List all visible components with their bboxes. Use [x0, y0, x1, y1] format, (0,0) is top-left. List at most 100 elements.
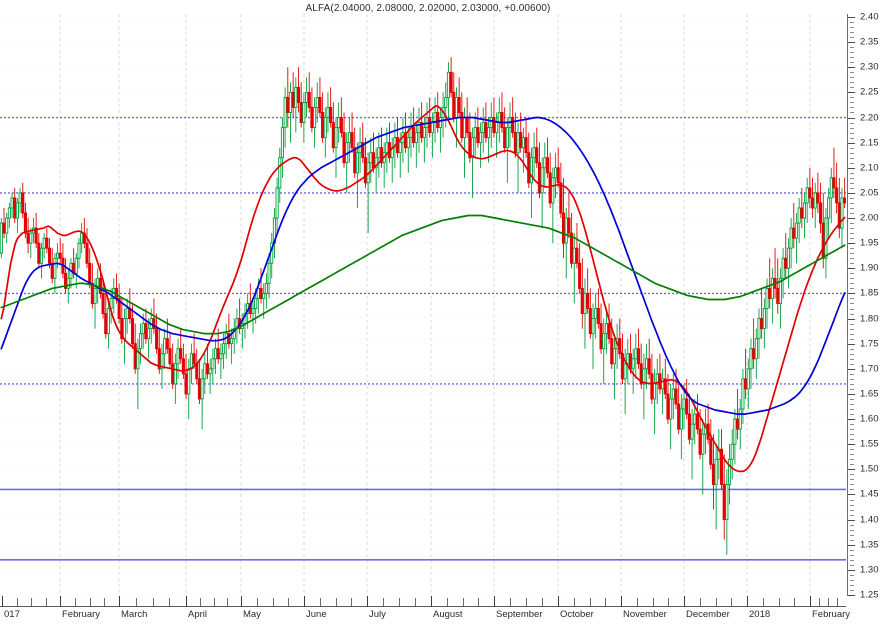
candle	[280, 127, 284, 159]
candle	[337, 117, 341, 129]
candle	[446, 71, 450, 98]
candlestick-plot-area[interactable]	[0, 14, 846, 596]
price-tick-mark	[848, 67, 855, 69]
time-tick-minor	[288, 598, 290, 606]
price-tick-minor	[850, 529, 854, 531]
candle	[283, 96, 287, 129]
candle	[602, 333, 606, 350]
candle	[329, 107, 333, 123]
price-tick-minor	[850, 202, 854, 204]
candle	[470, 137, 475, 159]
price-tick-minor	[850, 404, 854, 405]
price-tick-minor	[850, 97, 854, 99]
candle	[363, 157, 367, 184]
candle	[827, 197, 831, 219]
candle	[304, 91, 309, 103]
candle	[553, 167, 558, 179]
candle	[259, 287, 263, 299]
time-tick-minor	[819, 598, 820, 606]
time-tick-minor	[636, 598, 638, 606]
price-axis[interactable]: 2.40 2.35 2.30 2.25 2.20 2.15 2.10 2.05 2.00 1.95…	[846, 12, 892, 601]
candle	[213, 348, 218, 360]
candle	[511, 117, 515, 134]
candle	[90, 282, 94, 304]
candle	[417, 122, 421, 134]
candle	[436, 112, 440, 129]
price-tick-mark	[848, 368, 855, 370]
candle	[487, 127, 491, 139]
price-tick-label: 2.20	[860, 112, 879, 124]
price-tick-minor	[850, 429, 854, 431]
price-tick-minor	[850, 187, 854, 189]
price-tick-mark	[848, 444, 855, 446]
time-tick-mark	[621, 596, 622, 607]
price-tick-minor	[850, 554, 854, 556]
price-tick-minor	[850, 424, 854, 426]
candle	[262, 292, 266, 299]
candle	[516, 132, 520, 154]
price-tick-minor	[850, 373, 854, 375]
candle	[810, 197, 815, 209]
price-tick-minor	[850, 584, 854, 586]
candle	[275, 187, 279, 219]
time-tick-label: April	[188, 609, 208, 620]
price-tick-minor	[850, 439, 854, 441]
price-tick-minor	[850, 62, 854, 64]
time-tick-label: September	[496, 609, 543, 620]
price-tick-minor	[850, 127, 854, 129]
price-tick-minor	[850, 509, 854, 511]
candle	[7, 207, 11, 219]
price-tick-label: 2.05	[860, 187, 879, 199]
price-tick-mark	[848, 218, 855, 220]
candle	[34, 227, 38, 244]
candle	[591, 318, 595, 335]
candle	[15, 202, 19, 219]
candle	[428, 117, 432, 134]
candle	[160, 353, 164, 370]
price-tick-minor	[850, 52, 854, 54]
candle	[168, 348, 172, 365]
time-tick-minor	[446, 598, 448, 606]
candle	[318, 96, 322, 113]
time-tick-label: November	[623, 609, 667, 620]
candle	[562, 212, 566, 244]
price-tick-mark	[848, 569, 855, 571]
time-tick-minor	[319, 598, 321, 606]
candle	[374, 157, 378, 169]
candle	[430, 122, 434, 134]
candle	[829, 177, 833, 199]
candle	[698, 428, 702, 455]
candle	[125, 308, 129, 320]
candle	[762, 308, 766, 330]
candle	[291, 91, 295, 108]
candle	[760, 318, 764, 330]
time-tick-mark	[684, 596, 685, 607]
candle	[543, 157, 547, 169]
candle	[567, 217, 571, 234]
price-tick-minor	[850, 323, 854, 325]
candle	[631, 358, 635, 370]
candle	[173, 363, 177, 385]
candle	[267, 262, 271, 284]
price-tick-minor	[850, 383, 854, 385]
candle	[80, 232, 84, 244]
price-tick-minor	[850, 263, 854, 265]
candle	[727, 458, 732, 485]
price-tick-minor	[850, 283, 854, 285]
candle	[39, 247, 44, 264]
time-axis[interactable]: 017 February March April May June July August Se…	[0, 596, 850, 624]
price-tick-label: 1.65	[860, 388, 879, 400]
candle	[479, 132, 483, 144]
candle	[572, 247, 576, 264]
candle	[768, 287, 772, 299]
price-tick-minor	[850, 152, 854, 154]
price-tick-label: 1.75	[860, 338, 879, 350]
time-tick-minor	[104, 598, 106, 606]
price-tick-minor	[850, 308, 854, 310]
candle	[741, 378, 745, 410]
candle	[462, 117, 467, 139]
time-tick-minor	[837, 598, 838, 606]
candle	[264, 282, 268, 294]
candle	[396, 137, 400, 154]
